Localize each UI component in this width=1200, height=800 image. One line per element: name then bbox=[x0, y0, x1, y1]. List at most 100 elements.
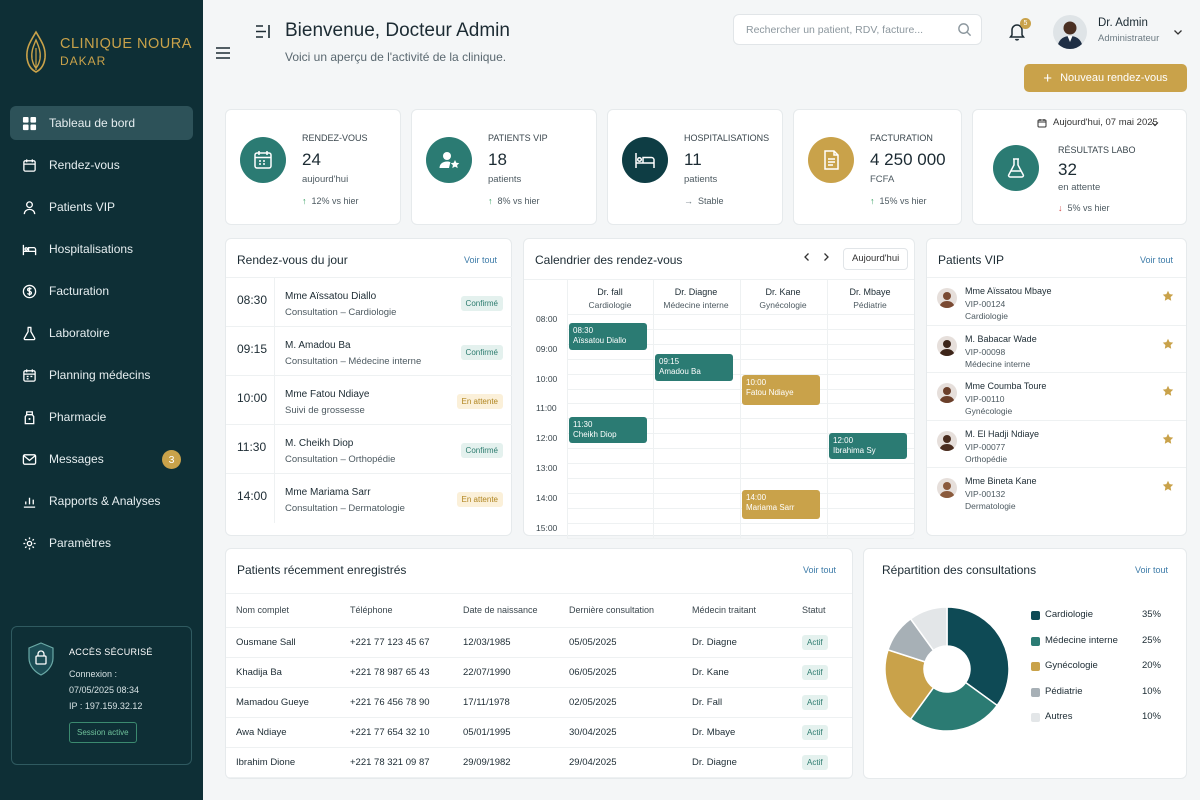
column-header[interactable]: Date de naissance bbox=[453, 593, 559, 628]
table-row[interactable]: Khadija Ba +221 78 987 65 43 22/07/1990 06/… bbox=[226, 657, 852, 688]
calendar-hour-label: 13:00 bbox=[536, 463, 558, 473]
calendar-event[interactable]: 09:15 Amadou Ba bbox=[655, 354, 733, 382]
event-patient: Fatou Ndiaye bbox=[746, 388, 794, 398]
star-icon[interactable] bbox=[1162, 338, 1174, 350]
brand-name: CLINIQUE NOURA bbox=[60, 36, 192, 53]
table-cell: Actif bbox=[792, 627, 852, 658]
star-icon[interactable] bbox=[1162, 480, 1174, 492]
legend-swatch bbox=[1031, 687, 1040, 697]
calendar-event[interactable]: 11:30 Cheikh Diop bbox=[569, 417, 647, 444]
appt-time: 08:30 bbox=[237, 293, 268, 307]
date-selector[interactable]: Aujourd'hui, 07 mai 2025 bbox=[1037, 117, 1158, 128]
star-icon[interactable] bbox=[1162, 433, 1174, 445]
star-icon[interactable] bbox=[1162, 290, 1174, 302]
stat-card-rendez-vous[interactable]: RENDEZ-VOUS 24 aujourd'hui ↑ 12% vs hier bbox=[225, 109, 401, 225]
column-header[interactable]: Nom complet bbox=[226, 593, 340, 628]
event-time: 10:00 bbox=[746, 378, 767, 388]
calendar-event[interactable]: 12:00 Ibrahima Sy bbox=[829, 433, 907, 460]
list-item[interactable]: Mme Aïssatou Mbaye VIP-00124 Cardiologie bbox=[927, 277, 1186, 325]
hamburger-menu-icon[interactable] bbox=[215, 46, 231, 60]
clinic-logo[interactable]: CLINIQUE NOURA DAKAR bbox=[20, 30, 192, 74]
avatar[interactable] bbox=[1053, 15, 1087, 49]
table-cell: Dr. Kane bbox=[682, 657, 792, 688]
table-row[interactable]: Awa Ndiaye +221 77 654 32 10 05/01/1995 30/… bbox=[226, 717, 852, 748]
search-input[interactable] bbox=[733, 14, 982, 45]
flask-icon bbox=[23, 326, 36, 340]
appt-patient: Mme Aïssatou Diallo bbox=[285, 291, 377, 302]
list-item[interactable]: 14:00 Mme Mariama Sarr Consultation – De… bbox=[226, 473, 512, 523]
donut-slice-cardiologie[interactable] bbox=[946, 606, 1010, 707]
calendar-event[interactable]: 08:30 Aïssatou Diallo bbox=[569, 322, 647, 350]
list-item[interactable]: 11:30 M. Cheikh Diop Consultation – Orth… bbox=[226, 424, 512, 474]
status-badge: Actif bbox=[802, 694, 828, 710]
chevron-right-icon[interactable] bbox=[820, 251, 832, 263]
new-appointment-button[interactable]: + Nouveau rendez-vous bbox=[1024, 64, 1187, 92]
event-time: 12:00 bbox=[833, 436, 854, 446]
column-header[interactable]: Statut bbox=[792, 593, 852, 628]
chevron-down-icon[interactable] bbox=[1173, 27, 1183, 37]
event-patient: Aïssatou Diallo bbox=[573, 335, 627, 345]
stat-card-hospitalisations[interactable]: HOSPITALISATIONS 11 patients → Stable bbox=[607, 109, 783, 225]
vip-specialty: Dermatologie bbox=[965, 501, 1016, 511]
column-header[interactable]: Médecin traitant bbox=[682, 593, 792, 628]
table-row[interactable]: Ousmane Sall +221 77 123 45 67 12/03/1985 0… bbox=[226, 627, 852, 658]
sidebar-item-rendez-vous[interactable]: Rendez-vous bbox=[10, 148, 193, 182]
list-item[interactable]: Mme Coumba Toure VIP-00110 Gynécologie bbox=[927, 372, 1186, 420]
user-role: Administrateur bbox=[1098, 33, 1160, 44]
list-item[interactable]: M. El Hadji Ndiaye VIP-00077 Orthopédie bbox=[927, 419, 1186, 468]
list-item[interactable]: Mme Bineta Kane VIP-00132 Dermatologie bbox=[927, 467, 1186, 515]
user-name[interactable]: Dr. Admin bbox=[1098, 17, 1148, 29]
donut-slice-autres[interactable] bbox=[909, 606, 948, 652]
sidebar-item-rapports[interactable]: Rapports & Analyses bbox=[10, 484, 193, 518]
status-badge: Confirmé bbox=[460, 296, 503, 311]
chevron-left-icon[interactable] bbox=[801, 251, 813, 263]
collapse-menu-icon[interactable] bbox=[255, 24, 271, 39]
voir-tout-link[interactable]: Voir tout bbox=[464, 255, 498, 265]
avatar bbox=[937, 335, 957, 356]
calendar-event[interactable]: 10:00 Fatou Ndiaye bbox=[742, 375, 820, 405]
stat-card-resultats-labo[interactable]: Aujourd'hui, 07 mai 2025 RÉSULTATS LABO … bbox=[972, 109, 1187, 225]
table-row[interactable]: Mamadou Gueye +221 76 456 78 90 17/11/1978… bbox=[226, 687, 852, 718]
table-cell: Dr. Diagne bbox=[682, 627, 792, 658]
list-item[interactable]: 09:15 M. Amadou Ba Consultation – Médeci… bbox=[226, 326, 512, 376]
plus-icon: + bbox=[1043, 69, 1053, 87]
sidebar-item-patients-vip[interactable]: Patients VIP bbox=[10, 190, 193, 224]
stat-card-patients-vip[interactable]: PATIENTS VIP 18 patients ↑ 8% vs hier bbox=[411, 109, 597, 225]
sidebar-item-facturation[interactable]: Facturation bbox=[10, 274, 193, 308]
session-active-button[interactable]: Session active bbox=[69, 722, 137, 743]
chevron-down-icon[interactable] bbox=[1151, 120, 1159, 128]
donut-slice-m-decine-interne[interactable] bbox=[909, 681, 999, 732]
table-cell: Ibrahim Dione bbox=[226, 747, 340, 778]
column-header[interactable]: Dernière consultation bbox=[559, 593, 682, 628]
table-cell: 29/04/2025 bbox=[559, 747, 682, 778]
sidebar-item-tableau-de-bord[interactable]: Tableau de bord bbox=[10, 106, 193, 140]
stat-card-facturation[interactable]: FACTURATION 4 250 000 FCFA ↑ 15% vs hier bbox=[793, 109, 962, 225]
voir-tout-link[interactable]: Voir tout bbox=[1135, 565, 1169, 575]
table-row[interactable]: Ibrahim Dione +221 78 321 09 87 29/09/1982… bbox=[226, 747, 852, 778]
list-item[interactable]: M. Babacar Wade VIP-00098 Médecine interne bbox=[927, 324, 1186, 373]
calendar-doctor-column: Dr. Mbaye Pédiatrie bbox=[827, 287, 913, 310]
sidebar-item-planning-medecins[interactable]: Planning médecins bbox=[10, 358, 193, 392]
today-button[interactable]: Aujourd'hui bbox=[843, 248, 909, 270]
table-cell: 06/05/2025 bbox=[559, 657, 682, 688]
list-item[interactable]: 08:30 Mme Aïssatou Diallo Consultation –… bbox=[226, 277, 512, 327]
sidebar-item-pharmacie[interactable]: Pharmacie bbox=[10, 400, 193, 434]
voir-tout-link[interactable]: Voir tout bbox=[803, 565, 837, 575]
sidebar-item-laboratoire[interactable]: Laboratoire bbox=[10, 316, 193, 350]
avatar bbox=[937, 383, 957, 403]
sidebar-item-parametres[interactable]: Paramètres bbox=[10, 526, 193, 560]
appt-patient: Mme Mariama Sarr bbox=[285, 487, 371, 498]
bell-icon[interactable] bbox=[1008, 21, 1026, 41]
list-item[interactable]: 10:00 Mme Fatou Ndiaye Suivi de grossess… bbox=[226, 375, 512, 425]
sidebar-item-label: Planning médecins bbox=[49, 368, 151, 382]
column-header[interactable]: Téléphone bbox=[340, 593, 453, 628]
stat-unit: aujourd'hui bbox=[302, 174, 349, 185]
calendar-doctor-column: Dr. fall Cardiologie bbox=[567, 287, 653, 310]
sidebar-item-hospitalisations[interactable]: Hospitalisations bbox=[10, 232, 193, 266]
calendar-event[interactable]: 14:00 Mariama Sarr bbox=[742, 490, 820, 519]
star-icon[interactable] bbox=[1162, 385, 1174, 397]
voir-tout-link[interactable]: Voir tout bbox=[1140, 255, 1174, 265]
avatar bbox=[937, 430, 957, 451]
search-icon[interactable] bbox=[957, 22, 972, 37]
sidebar-item-messages[interactable]: Messages 3 bbox=[10, 442, 193, 476]
